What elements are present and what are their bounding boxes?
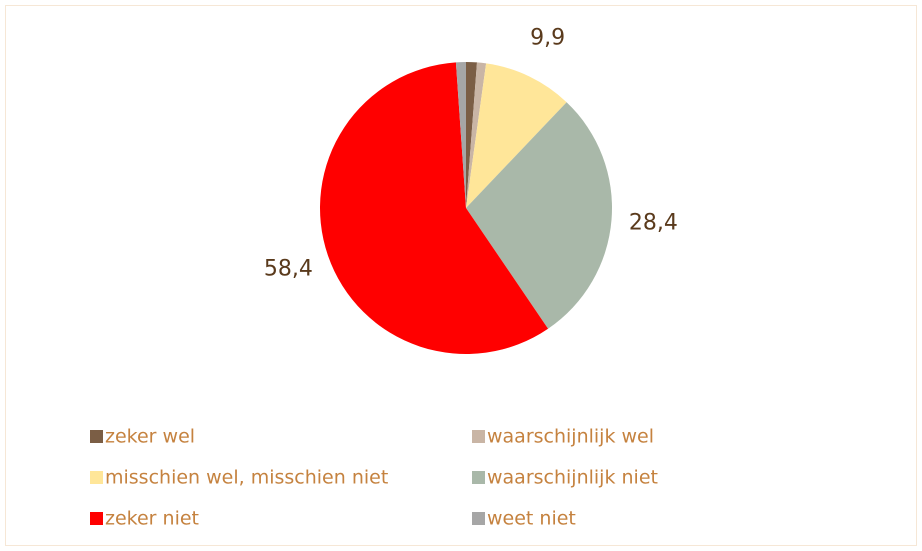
legend-marker [90,512,103,525]
pie-slice [466,62,487,209]
legend-marker [472,430,485,443]
legend-label: zeker niet [105,508,199,530]
legend-label: zeker wel [105,426,195,448]
pie-slice [455,62,466,208]
pie-slice [466,102,612,329]
data-label: 9,9 [530,26,565,51]
legend-label: misschien wel, misschien niet [105,467,388,489]
legend-marker [90,471,103,484]
legend-label: waarschijnlijk wel [487,426,654,448]
data-label: 58,4 [264,256,313,281]
legend-label: weet niet [487,508,576,530]
pie-slice [319,62,549,355]
pie-slice [466,62,477,208]
legend-marker [472,512,485,525]
legend-label: waarschijnlijk niet [487,467,658,489]
data-label: 28,4 [629,210,678,235]
legend-marker [90,430,103,443]
pie-slice [466,63,567,208]
legend-marker [472,471,485,484]
